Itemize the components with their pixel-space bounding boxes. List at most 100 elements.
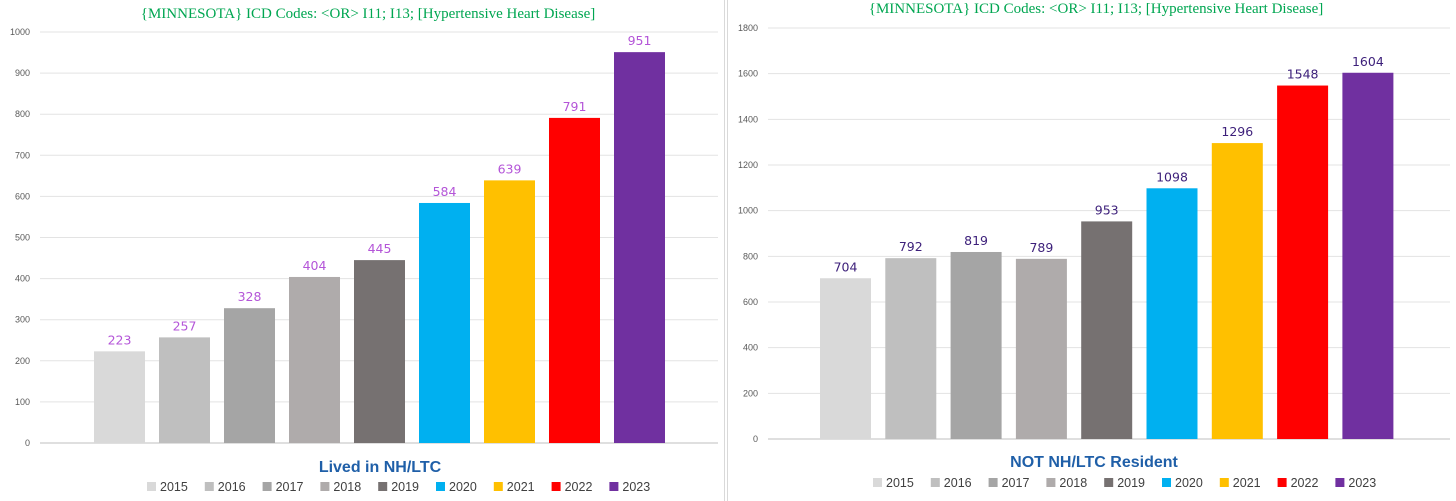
data-label-2023: 1604 — [1352, 54, 1384, 69]
legend-label-2019: 2019 — [391, 480, 419, 494]
y-tick-label: 1000 — [10, 27, 30, 37]
y-tick-label: 700 — [15, 150, 30, 160]
legend-label-2016: 2016 — [218, 480, 246, 494]
legend-swatch-2018 — [1046, 478, 1056, 487]
data-label-2021: 639 — [498, 161, 522, 176]
data-label-2016: 792 — [899, 239, 923, 254]
data-label-2015: 223 — [108, 332, 132, 347]
legend-label-2016: 2016 — [944, 476, 972, 490]
data-label-2022: 1548 — [1287, 67, 1319, 82]
y-tick-label: 500 — [15, 233, 30, 243]
y-tick-label: 0 — [25, 438, 30, 448]
bar-2020 — [1146, 188, 1198, 439]
legend-label-2020: 2020 — [449, 480, 477, 494]
data-label-2023: 951 — [628, 33, 652, 48]
legend: 2015 2016 2017 2018 2019 2020 2021 2022 2023 — [873, 476, 1376, 490]
y-tick-label: 800 — [15, 109, 30, 119]
legend-label-2017: 2017 — [1002, 476, 1030, 490]
y-tick-label: 1800 — [738, 23, 758, 33]
bar-2018 — [289, 276, 340, 443]
data-label-2015: 704 — [834, 259, 858, 274]
bar-2022 — [549, 117, 600, 444]
y-tick-label: 200 — [743, 388, 758, 398]
y-tick-label: 1200 — [738, 160, 758, 170]
y-tick-label: 800 — [743, 251, 758, 261]
legend-swatch-2019 — [378, 482, 388, 491]
legend-swatch-2017 — [988, 478, 998, 487]
bar-2019 — [354, 260, 405, 443]
x-axis-title: NOT NH/LTC Resident — [1010, 454, 1178, 471]
legend-label-2022: 2022 — [565, 480, 593, 494]
legend-swatch-2020 — [1162, 478, 1171, 487]
data-label-2020: 584 — [433, 184, 457, 199]
legend-label-2019: 2019 — [1117, 476, 1145, 490]
legend-label-2021: 2021 — [507, 480, 535, 494]
y-axis-ticks: 0 100 200 300 400 500 600 700 800 900 1000 — [10, 27, 30, 448]
bar-2017 — [950, 251, 1002, 439]
legend-swatch-2023 — [1335, 478, 1345, 487]
bars — [94, 52, 665, 444]
bar-2021 — [1211, 143, 1263, 439]
legend-label-2015: 2015 — [886, 476, 914, 490]
chart-panel-not-nh-ltc-resident: {MINNESOTA} ICD Codes: <OR> I11; I13; [H… — [727, 0, 1456, 501]
data-label-2017: 819 — [964, 233, 988, 248]
legend-label-2022: 2022 — [1291, 476, 1319, 490]
legend-swatch-2022 — [551, 482, 561, 491]
legend-swatch-2023 — [609, 482, 619, 491]
legend-swatch-2018 — [320, 482, 330, 491]
legend-label-2015: 2015 — [160, 480, 188, 494]
y-tick-label: 100 — [15, 397, 30, 407]
bar-chart-not-nh-ltc-resident: {MINNESOTA} ICD Codes: <OR> I11; I13; [H… — [738, 1, 1450, 490]
y-tick-label: 0 — [753, 434, 758, 444]
data-label-2018: 404 — [303, 258, 327, 273]
data-label-2016: 257 — [173, 318, 197, 333]
data-labels: 704 792 819 789 953 1098 1296 1548 1604 — [834, 54, 1384, 274]
bar-2015 — [94, 351, 145, 443]
legend-swatch-2016 — [204, 482, 214, 491]
y-tick-label: 400 — [743, 343, 758, 353]
bar-2021 — [484, 180, 535, 443]
bar-2023 — [1342, 72, 1394, 440]
y-tick-label: 1000 — [738, 206, 758, 216]
data-label-2019: 445 — [368, 241, 392, 256]
data-label-2018: 789 — [1029, 240, 1053, 255]
y-tick-label: 1400 — [738, 114, 758, 124]
data-labels: 223 257 328 404 445 584 639 791 951 — [108, 33, 652, 347]
y-tick-label: 200 — [15, 356, 30, 366]
y-tick-label: 300 — [15, 315, 30, 325]
legend-label-2023: 2023 — [1348, 476, 1376, 490]
legend-label-2023: 2023 — [622, 480, 650, 494]
bar-2019 — [1081, 221, 1133, 439]
chart-title: {MINNESOTA} ICD Codes: <OR> I11; I13; [H… — [141, 6, 595, 22]
bar-2018 — [1015, 258, 1067, 439]
chart-panel-lived-in-nh-ltc: {MINNESOTA} ICD Codes: <OR> I11; I13; [H… — [0, 0, 725, 501]
legend-label-2018: 2018 — [333, 480, 361, 494]
legend-swatch-2021 — [493, 482, 503, 491]
data-label-2019: 953 — [1095, 202, 1119, 217]
data-label-2021: 1296 — [1221, 124, 1253, 139]
chart-title: {MINNESOTA} ICD Codes: <OR> I11; I13; [H… — [869, 1, 1323, 17]
bar-2015 — [820, 278, 871, 439]
data-label-2022: 791 — [563, 99, 587, 114]
legend-label-2021: 2021 — [1233, 476, 1261, 490]
bar-2016 — [885, 258, 937, 439]
bar-2022 — [1277, 85, 1329, 439]
y-tick-label: 600 — [743, 297, 758, 307]
legend-swatch-2022 — [1277, 478, 1287, 487]
bar-2020 — [419, 202, 470, 443]
bar-2023 — [614, 52, 665, 443]
legend-swatch-2016 — [930, 478, 940, 487]
legend-swatch-2015 — [873, 478, 882, 487]
legend-swatch-2017 — [262, 482, 272, 491]
legend-label-2017: 2017 — [276, 480, 304, 494]
legend-swatch-2019 — [1104, 478, 1114, 487]
y-tick-label: 400 — [15, 274, 30, 284]
y-tick-label: 900 — [15, 68, 30, 78]
legend-label-2018: 2018 — [1059, 476, 1087, 490]
legend-swatch-2020 — [436, 482, 445, 491]
legend-label-2020: 2020 — [1175, 476, 1203, 490]
legend-swatch-2021 — [1219, 478, 1229, 487]
y-tick-label: 1600 — [738, 69, 758, 79]
y-tick-label: 600 — [15, 191, 30, 201]
legend: 2015 2016 2017 2018 2019 2020 2021 2022 2023 — [147, 480, 650, 494]
